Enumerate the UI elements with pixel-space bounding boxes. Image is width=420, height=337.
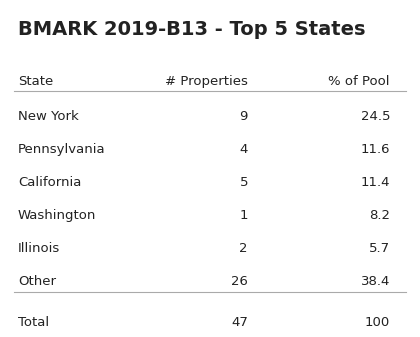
Text: Other: Other: [18, 275, 56, 288]
Text: State: State: [18, 75, 53, 88]
Text: 5: 5: [239, 176, 248, 189]
Text: 24.5: 24.5: [360, 110, 390, 123]
Text: Pennsylvania: Pennsylvania: [18, 143, 105, 156]
Text: California: California: [18, 176, 81, 189]
Text: 47: 47: [231, 316, 248, 329]
Text: % of Pool: % of Pool: [328, 75, 390, 88]
Text: 2: 2: [239, 242, 248, 255]
Text: 4: 4: [240, 143, 248, 156]
Text: 11.6: 11.6: [360, 143, 390, 156]
Text: 38.4: 38.4: [361, 275, 390, 288]
Text: BMARK 2019-B13 - Top 5 States: BMARK 2019-B13 - Top 5 States: [18, 20, 365, 39]
Text: 5.7: 5.7: [369, 242, 390, 255]
Text: Washington: Washington: [18, 209, 96, 222]
Text: 26: 26: [231, 275, 248, 288]
Text: Illinois: Illinois: [18, 242, 60, 255]
Text: 1: 1: [239, 209, 248, 222]
Text: 9: 9: [240, 110, 248, 123]
Text: 100: 100: [365, 316, 390, 329]
Text: New York: New York: [18, 110, 79, 123]
Text: # Properties: # Properties: [165, 75, 248, 88]
Text: 11.4: 11.4: [360, 176, 390, 189]
Text: Total: Total: [18, 316, 49, 329]
Text: 8.2: 8.2: [369, 209, 390, 222]
